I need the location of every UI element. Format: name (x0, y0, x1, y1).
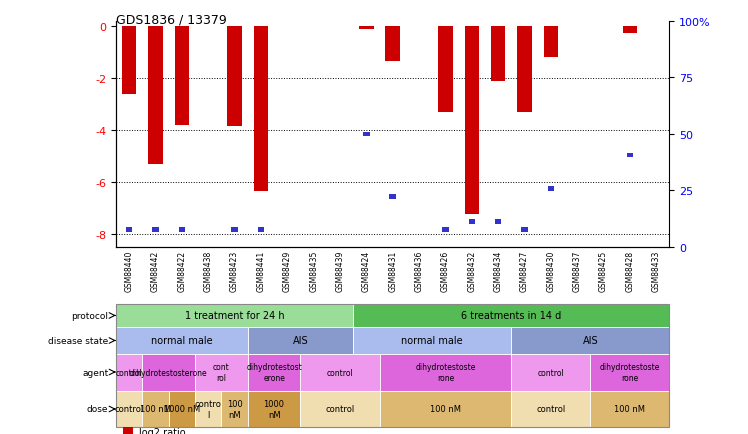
Text: control: control (538, 368, 564, 377)
Bar (174, 27, 189, 125)
Text: log2 ratio: log2 ratio (139, 427, 186, 434)
Text: control: control (327, 368, 353, 377)
Text: control: control (325, 404, 355, 414)
Bar (359, 27, 373, 30)
Bar (254, 27, 268, 191)
Text: 1000 nM: 1000 nM (164, 404, 200, 414)
Bar (116, 354, 142, 391)
Text: control: control (114, 404, 144, 414)
Bar (231, 228, 238, 233)
Bar (257, 228, 264, 233)
Bar (468, 220, 475, 224)
Bar (512, 391, 590, 427)
Bar (248, 354, 301, 391)
Bar (116, 304, 669, 427)
Bar (517, 27, 532, 112)
Bar (168, 391, 195, 427)
Bar (491, 27, 506, 81)
Bar (353, 328, 512, 354)
Text: 100
nM: 100 nM (227, 399, 242, 419)
Bar (385, 27, 400, 62)
Text: 100 nM: 100 nM (614, 404, 646, 414)
Bar (521, 228, 528, 233)
Text: AIS: AIS (583, 336, 598, 345)
Bar (590, 354, 669, 391)
Text: normal male: normal male (151, 336, 212, 345)
Bar (548, 187, 554, 191)
Text: dihydrotestost
erone: dihydrotestost erone (246, 362, 302, 382)
Bar (116, 391, 142, 427)
Text: contro
l: contro l (194, 399, 221, 419)
Text: GDS1836 / 13379: GDS1836 / 13379 (116, 13, 227, 26)
Bar (622, 27, 637, 34)
Text: control: control (116, 368, 143, 377)
Bar (148, 27, 163, 164)
Text: normal male: normal male (402, 336, 463, 345)
Bar (379, 354, 512, 391)
Bar (195, 391, 221, 427)
Text: 100 nM: 100 nM (140, 404, 171, 414)
Bar (227, 27, 242, 127)
Bar (301, 391, 379, 427)
Text: control: control (536, 404, 565, 414)
Bar (353, 304, 669, 328)
Bar (590, 391, 669, 427)
Bar (179, 228, 185, 233)
Bar (363, 132, 370, 137)
Text: 6 treatments in 14 d: 6 treatments in 14 d (462, 311, 562, 321)
Bar (442, 228, 449, 233)
Bar (142, 391, 168, 427)
Text: 100 nM: 100 nM (430, 404, 461, 414)
Bar (248, 328, 353, 354)
Bar (512, 328, 669, 354)
Bar (512, 354, 590, 391)
Bar (142, 354, 195, 391)
Bar (122, 27, 136, 94)
Bar (301, 354, 379, 391)
Bar (195, 354, 248, 391)
Text: 1 treatment for 24 h: 1 treatment for 24 h (185, 311, 284, 321)
Bar (221, 391, 248, 427)
Bar (152, 228, 159, 233)
Bar (123, 427, 133, 434)
Text: dihydrotestosterone: dihydrotestosterone (130, 368, 207, 377)
Text: dihydrotestoste
rone: dihydrotestoste rone (600, 362, 660, 382)
Text: protocol: protocol (72, 311, 108, 320)
Bar (390, 195, 396, 199)
Bar (438, 27, 453, 112)
Bar (116, 304, 353, 328)
Bar (379, 391, 512, 427)
Text: agent: agent (82, 368, 108, 377)
Bar (495, 220, 501, 224)
Bar (465, 27, 479, 215)
Bar (544, 27, 558, 58)
Text: dihydrotestoste
rone: dihydrotestoste rone (415, 362, 476, 382)
Text: cont
rol: cont rol (213, 362, 230, 382)
Bar (116, 328, 248, 354)
Bar (248, 391, 301, 427)
Text: dose: dose (87, 404, 108, 414)
Bar (627, 153, 634, 158)
Bar (126, 228, 132, 233)
Text: disease state: disease state (48, 336, 108, 345)
Text: AIS: AIS (292, 336, 308, 345)
Text: 1000
nM: 1000 nM (263, 399, 284, 419)
